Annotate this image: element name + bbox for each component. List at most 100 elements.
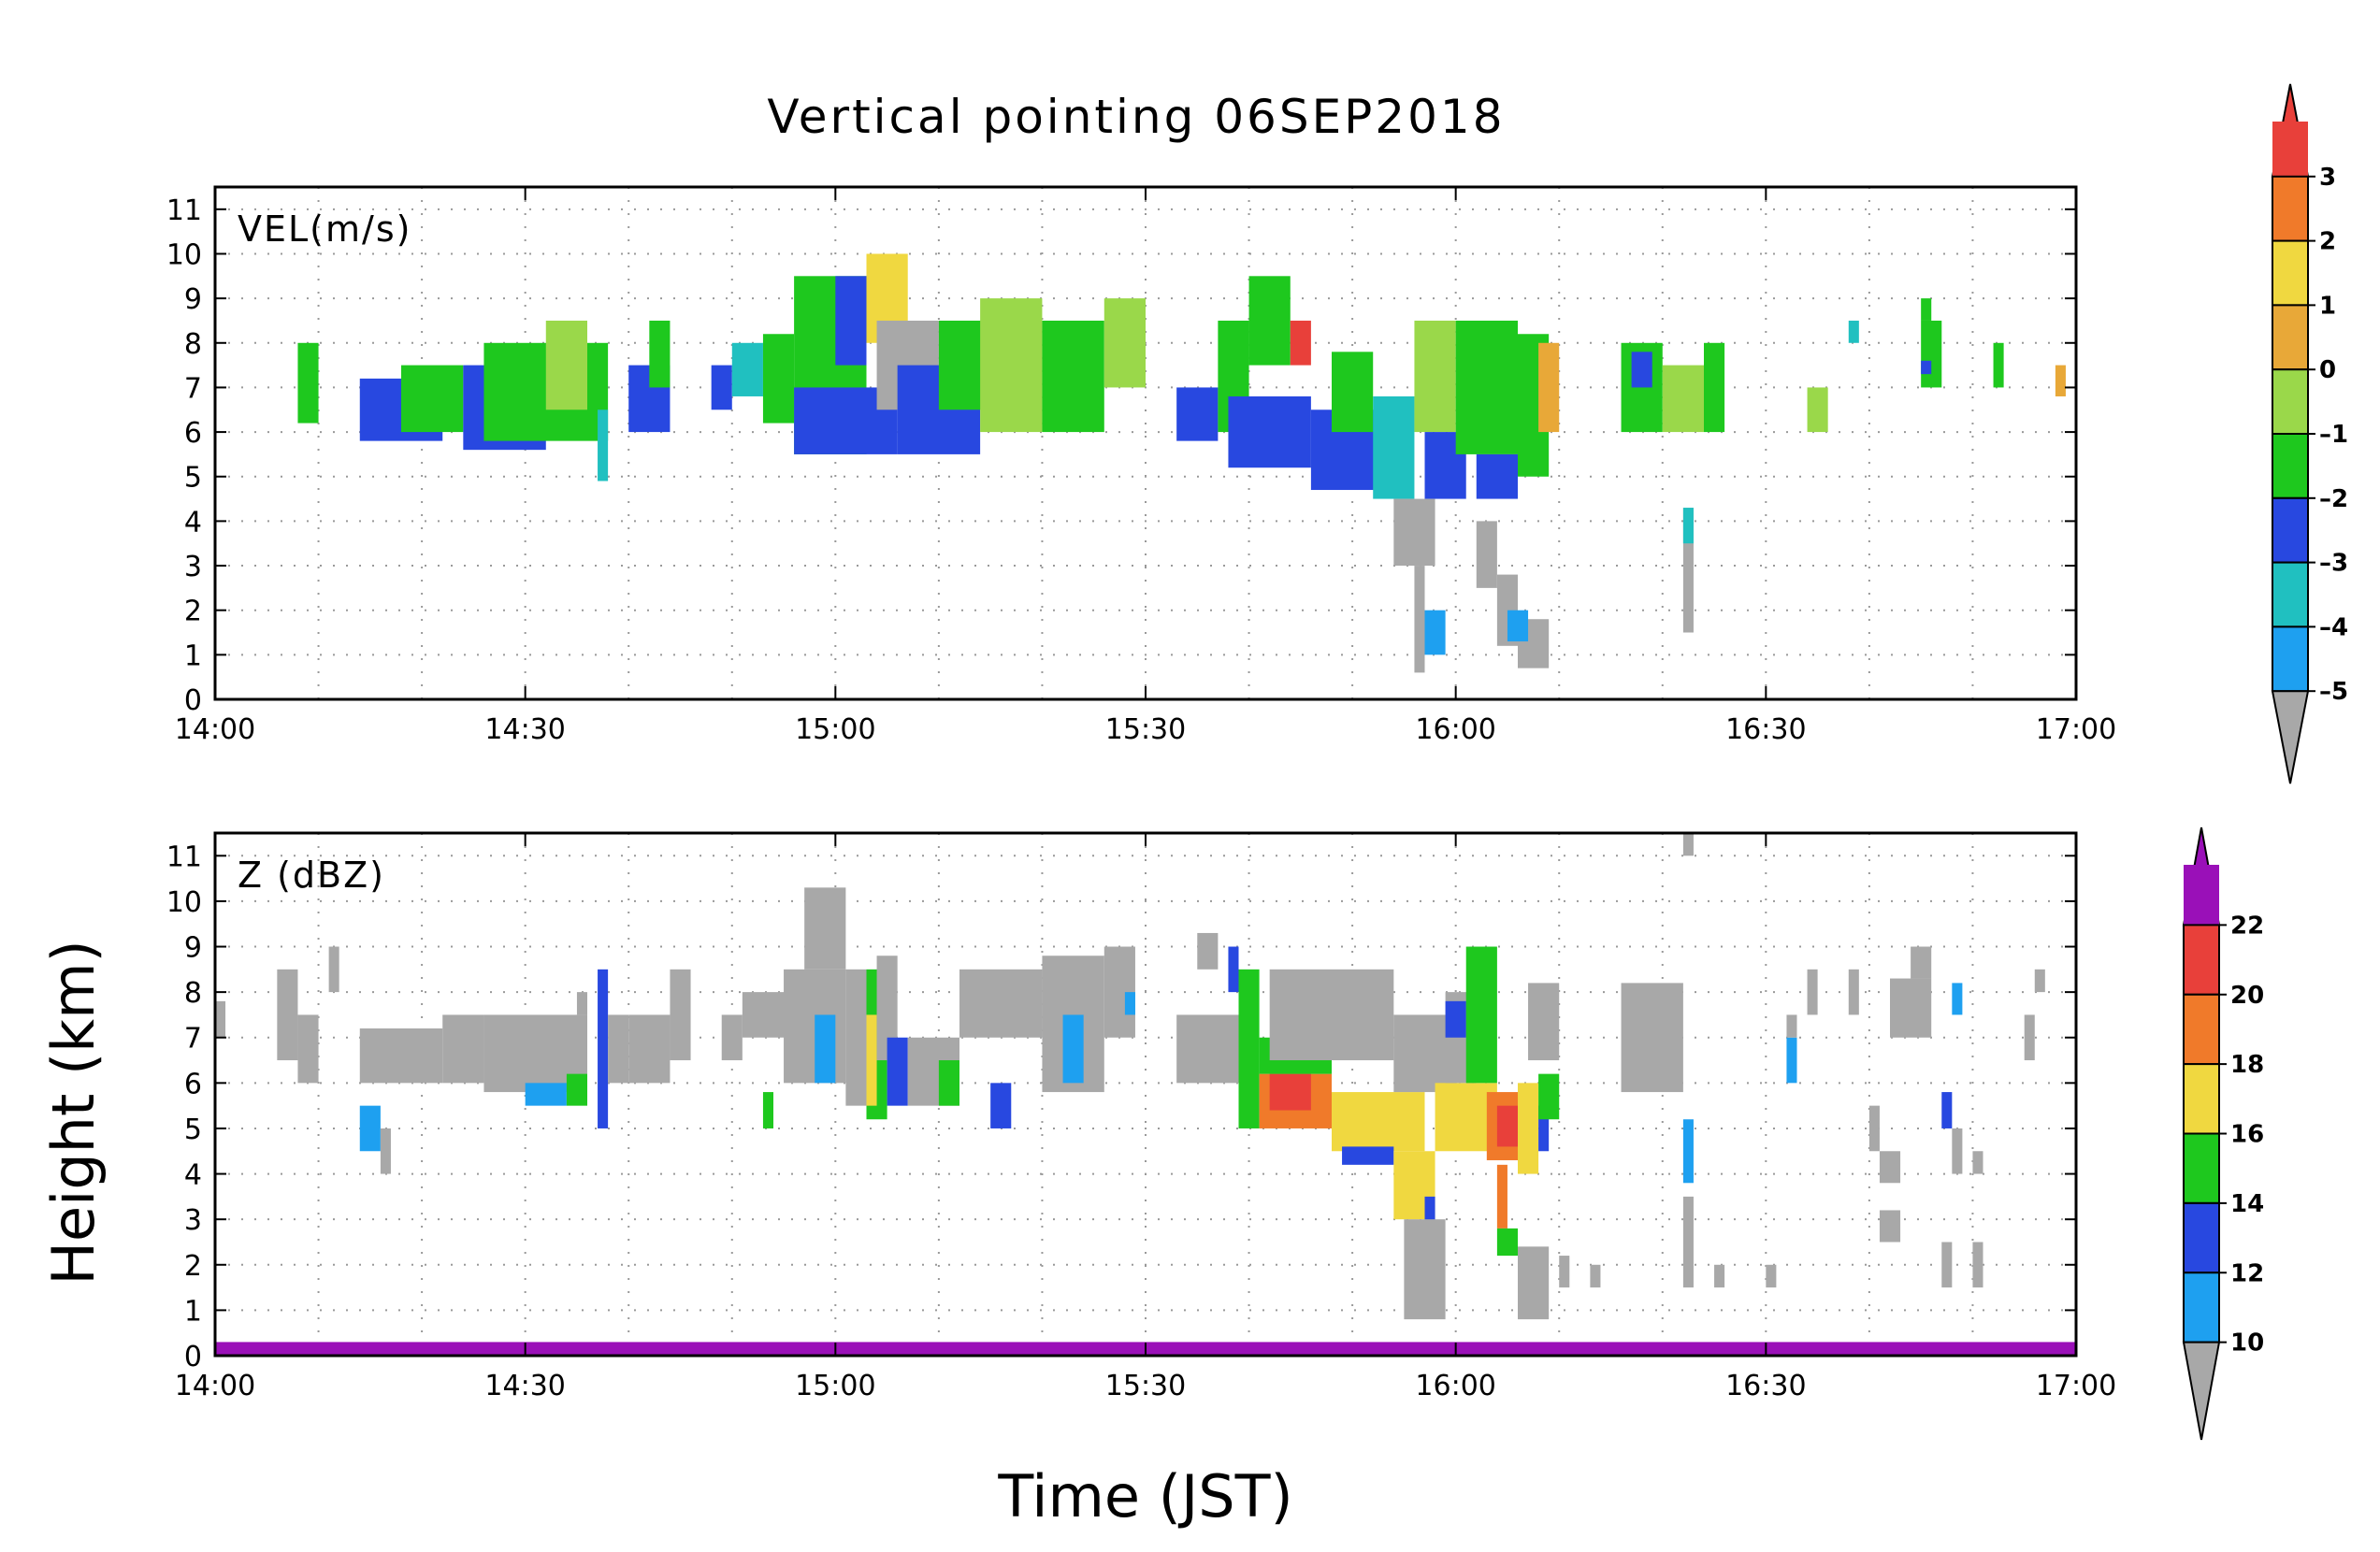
data-cell (1496, 1228, 1518, 1257)
data-cell (1682, 1196, 1694, 1288)
data-cell (1124, 992, 1135, 1015)
colorbar-tick-label: –2 (2319, 485, 2348, 513)
data-cell (1868, 1105, 1880, 1152)
y-tick-label: 4 (184, 506, 202, 539)
reflectivity-x-ticks: 14:00 14:30 15:00 15:30 16:00 16:30 17:00 (175, 833, 2116, 1402)
y-tick-label: 11 (166, 194, 202, 227)
y-tick-label: 6 (184, 417, 202, 450)
data-cell (566, 1073, 587, 1106)
reflectivity-panel: 0 1 2 3 4 5 6 7 8 9 10 11 14:00 14:30 15:00 15:30 16:00… (166, 831, 2116, 1402)
colorbar-bin (2272, 368, 2309, 436)
colorbar-bin (2183, 1063, 2220, 1135)
data-cell (215, 1000, 226, 1038)
data-cell (525, 1083, 567, 1106)
colorbar-bin (2183, 993, 2220, 1066)
data-cell (380, 1128, 391, 1174)
colorbar-tick-label: 10 (2230, 1329, 2264, 1358)
data-cell (1342, 1146, 1394, 1165)
chart-title: Vertical pointing 06SEP2018 (767, 90, 1505, 144)
data-cell (1424, 1196, 1435, 1229)
colorbar-tick-label: 18 (2230, 1051, 2264, 1079)
data-cell (1952, 983, 1963, 1015)
data-cell (1682, 508, 1694, 544)
data-cell (1465, 946, 1497, 1084)
data-cell (359, 1105, 381, 1152)
data-cell (1062, 1014, 1084, 1084)
data-cell (1682, 1119, 1694, 1184)
x-tick-label: 15:30 (1105, 1370, 1186, 1402)
x-tick-label: 14:30 (484, 713, 565, 746)
colorbar-bin (2183, 1132, 2220, 1204)
data-cell (1332, 1092, 1425, 1152)
data-cell (1714, 1264, 1725, 1288)
data-cell (1682, 833, 1694, 856)
y-axis-title: Height (km) (39, 940, 108, 1285)
data-cell (835, 276, 867, 366)
colorbar-bin (2272, 625, 2309, 693)
data-cell (1228, 946, 1239, 993)
data-cell (1042, 320, 1104, 433)
data-cell (1911, 946, 1932, 979)
data-cell (628, 1014, 671, 1084)
data-cell (731, 342, 763, 396)
y-tick-label: 10 (166, 238, 202, 271)
data-cell (1269, 1073, 1311, 1111)
data-cell (1786, 1014, 1797, 1038)
data-cell (762, 1092, 773, 1128)
data-cell (1476, 521, 1497, 588)
data-cell (1941, 1092, 1953, 1128)
y-tick-label: 8 (184, 977, 202, 1010)
data-cell (1807, 387, 1828, 433)
data-cell (887, 1037, 908, 1106)
x-tick-label: 16:00 (1415, 1370, 1495, 1402)
colorbar-tick-label: 12 (2230, 1259, 2264, 1287)
y-tick-label: 1 (184, 639, 202, 672)
y-tick-label: 5 (184, 462, 202, 495)
colorbar-bin (2183, 924, 2220, 996)
velocity-data (297, 253, 2066, 673)
data-cell (328, 946, 339, 993)
colorbar-bin (2183, 1272, 2220, 1344)
data-cell (359, 1028, 443, 1084)
x-tick-label: 15:00 (795, 1370, 875, 1402)
data-cell (545, 320, 587, 410)
colorbar-tick-label: 16 (2230, 1121, 2264, 1149)
data-cell (1952, 1128, 1963, 1174)
y-tick-label: 3 (184, 1204, 202, 1237)
data-cell (1621, 983, 1683, 1093)
data-cell (1103, 946, 1135, 1038)
y-tick-label: 3 (184, 551, 202, 583)
y-tick-label: 2 (184, 596, 202, 628)
data-cell (297, 342, 319, 424)
velocity-y-ticks: 0 1 2 3 4 5 6 7 8 9 10 11 (166, 194, 2076, 717)
x-tick-label: 17:00 (2036, 1370, 2116, 1402)
data-cell (1518, 1246, 1550, 1320)
data-cell (1879, 1151, 1901, 1184)
colorbar-tick-label: 14 (2230, 1190, 2264, 1218)
y-tick-label: 4 (184, 1159, 202, 1192)
x-tick-label: 16:30 (1725, 1370, 1806, 1402)
data-cell (1228, 395, 1311, 468)
colorbar-tick-label: 0 (2319, 356, 2336, 384)
data-cell (1559, 1256, 1570, 1288)
data-cell (1290, 320, 1311, 366)
x-axis-title: Time (JST) (997, 1462, 1292, 1530)
data-cell (1631, 352, 1652, 388)
colorbar-bin (2272, 175, 2309, 242)
data-cell (845, 969, 867, 1106)
data-cell (1518, 1083, 1539, 1174)
colorbar-tick-label: –1 (2319, 421, 2348, 449)
data-cell (576, 992, 587, 1015)
data-cell (1848, 969, 1859, 1015)
data-cell (1972, 1242, 1983, 1288)
data-cell (1248, 276, 1291, 366)
y-tick-label: 9 (184, 932, 202, 965)
colorbar-bin (2271, 690, 2310, 784)
velocity-panel: 0 1 2 3 4 5 6 7 8 9 10 11 14:00 14:30 15:00 15:30 16:00… (166, 185, 2116, 746)
data-cell (670, 969, 691, 1061)
y-tick-label: 0 (184, 684, 202, 717)
data-cell (1890, 978, 1932, 1038)
reflectivity-y-ticks: 0 1 2 3 4 5 6 7 8 9 10 11 (166, 841, 2076, 1373)
colorbar-tick-label: 2 (2319, 228, 2336, 256)
data-cell (2055, 365, 2066, 396)
